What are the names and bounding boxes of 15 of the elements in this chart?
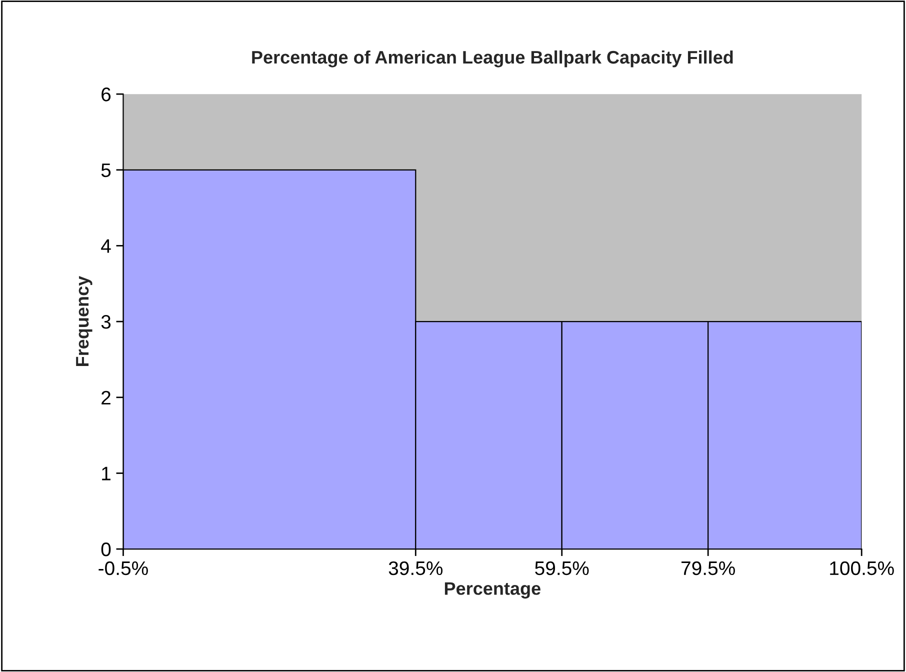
y-tick-label: 6 — [102, 88, 111, 102]
x-tick-label: 39.5% — [388, 561, 443, 576]
x-tick-label: 79.5% — [682, 561, 735, 576]
y-tick-label: 5 — [101, 164, 111, 178]
y-tick-label: 4 — [101, 239, 111, 253]
y-tick-label: 0 — [101, 542, 111, 556]
x-tick-label: 59.5% — [535, 561, 589, 576]
x-axis-title: Percentage — [444, 582, 540, 599]
y-axis-title: Frequency — [76, 276, 92, 366]
y-tick-label: 2 — [102, 390, 110, 404]
y-tick-label: 1 — [102, 466, 110, 480]
x-tick-label: -0.5% — [98, 561, 148, 576]
x-tick-label: 100.5% — [830, 561, 894, 576]
chart-title: Percentage of American League Ballpark Capacity Filled — [252, 50, 733, 68]
y-tick-label: 3 — [101, 315, 111, 329]
